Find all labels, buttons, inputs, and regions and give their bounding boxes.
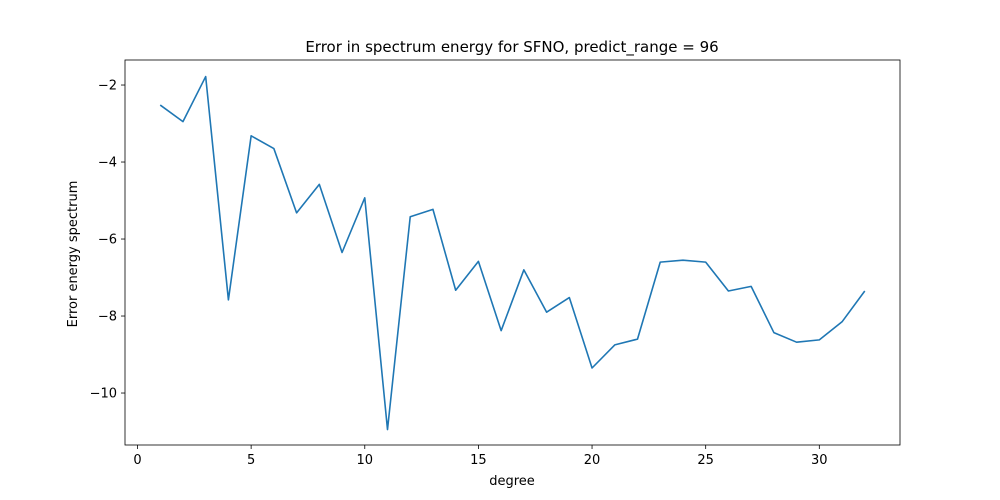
x-tick-label: 30 (811, 453, 828, 468)
x-tick-label: 20 (584, 453, 601, 468)
y-tick-label: −6 (98, 233, 117, 248)
axes-frame (124, 59, 901, 446)
x-axis-label: degree (489, 474, 535, 489)
series-line (159, 75, 866, 431)
y-tick-label: −4 (98, 156, 117, 171)
x-tick-label: 0 (133, 453, 141, 468)
y-tick-label: −8 (98, 310, 117, 325)
x-tick-label: 25 (697, 453, 714, 468)
y-axis-label: Error energy spectrum (66, 181, 81, 328)
chart-title: Error in spectrum energy for SFNO, predi… (305, 38, 718, 57)
y-tick-label: −2 (98, 79, 117, 94)
x-tick-label: 10 (356, 453, 373, 468)
y-tick-label: −10 (90, 387, 117, 402)
x-tick-label: 15 (470, 453, 487, 468)
x-tick-label: 5 (247, 453, 255, 468)
plot-area: 0 5 10 15 20 25 30 −10 −8 −6 −4 −2 (90, 59, 901, 468)
